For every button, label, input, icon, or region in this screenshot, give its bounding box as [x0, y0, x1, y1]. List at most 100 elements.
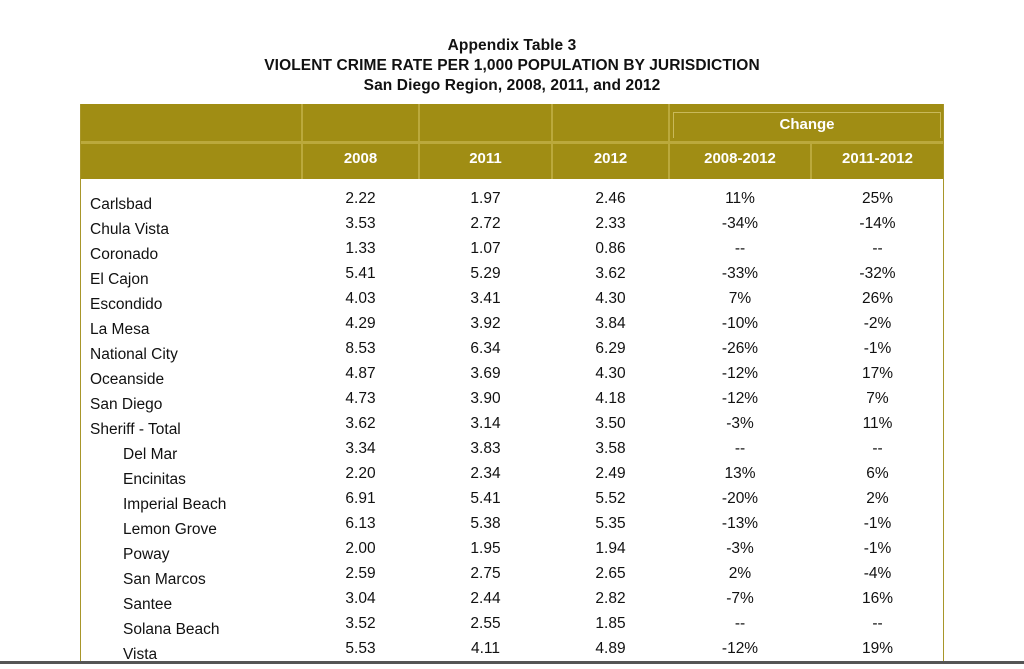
table-row: San Marcos 2.59 2.75 2.65 2% -4%: [81, 565, 943, 594]
cell-2011: 3.14: [470, 415, 501, 432]
cell-change-2008-2012: -34%: [721, 215, 759, 232]
table-row: National City 8.53 6.34 6.29 -26% -1%: [81, 340, 943, 369]
cell-change-2011-2012: --: [872, 440, 883, 457]
jurisdiction-name: Coronado: [90, 246, 159, 263]
cell-2008: 5.53: [345, 640, 376, 657]
table-row: Chula Vista 3.53 2.72 2.33 -34% -14%: [81, 215, 943, 244]
table-subtitle: San Diego Region, 2008, 2011, and 2012: [363, 77, 661, 94]
cell-2011: 3.69: [470, 365, 501, 382]
cell-2008: 5.41: [345, 265, 376, 282]
col-header-2012: 2012: [593, 150, 628, 167]
cell-change-2011-2012: -1%: [863, 340, 892, 357]
jurisdiction-name: Poway: [123, 546, 170, 563]
cell-2008: 4.29: [345, 315, 376, 332]
cell-2011: 2.55: [470, 615, 501, 632]
cell-2011: 2.34: [470, 465, 501, 482]
table-row: Solana Beach 3.52 2.55 1.85 -- --: [81, 615, 943, 644]
cell-2008: 3.34: [345, 440, 376, 457]
cell-change-2008-2012: --: [734, 440, 746, 457]
cell-change-2008-2012: --: [734, 240, 746, 257]
cell-2008: 1.33: [345, 240, 376, 257]
cell-2008: 6.91: [345, 490, 376, 507]
jurisdiction-name: Chula Vista: [90, 221, 169, 238]
cell-change-2008-2012: -13%: [721, 515, 759, 532]
cell-2008: 3.52: [345, 615, 376, 632]
cell-2008: 6.13: [345, 515, 376, 532]
cell-2008: 4.73: [345, 390, 376, 407]
cell-2012: 2.65: [595, 565, 626, 582]
table-row: Santee 3.04 2.44 2.82 -7% 16%: [81, 590, 943, 619]
cell-2012: 3.84: [595, 315, 626, 332]
cell-change-2008-2012: -3%: [726, 540, 754, 557]
table-row: Vista 5.53 4.11 4.89 -12% 19%: [81, 640, 943, 669]
table-header: Change 2008 2011 2012 2008-2012 2011-201…: [81, 104, 943, 179]
table-row: La Mesa 4.29 3.92 3.84 -10% -2%: [81, 315, 943, 344]
cell-change-2011-2012: 7%: [866, 390, 889, 407]
table-row: San Diego 4.73 3.90 4.18 -12% 7%: [81, 390, 943, 419]
table-row: Poway 2.00 1.95 1.94 -3% -1%: [81, 540, 943, 569]
cell-change-2008-2012: -3%: [726, 415, 754, 432]
table-row: Carlsbad 2.22 1.97 2.46 11% 25%: [81, 190, 943, 219]
cell-2008: 2.59: [345, 565, 376, 582]
change-group-box: [673, 112, 941, 138]
cell-2012: 4.89: [595, 640, 626, 657]
cell-2012: 4.18: [595, 390, 626, 407]
cell-change-2008-2012: -26%: [721, 340, 759, 357]
cell-2008: 4.03: [345, 290, 376, 307]
cell-2011: 2.75: [470, 565, 501, 582]
jurisdiction-name: Santee: [123, 596, 173, 613]
cell-2011: 1.07: [470, 240, 501, 257]
cell-2008: 8.53: [345, 340, 376, 357]
cell-change-2011-2012: 25%: [861, 190, 894, 207]
jurisdiction-name: Oceanside: [90, 371, 165, 388]
cell-change-2008-2012: -12%: [721, 390, 759, 407]
crime-rate-table: Change 2008 2011 2012 2008-2012 2011-201…: [80, 104, 944, 664]
cell-2008: 2.00: [345, 540, 376, 557]
cell-change-2008-2012: -10%: [721, 315, 759, 332]
jurisdiction-name: Carlsbad: [90, 196, 153, 213]
appendix-label: Appendix Table 3: [447, 37, 577, 54]
cell-2011: 6.34: [470, 340, 501, 357]
cell-change-2011-2012: 11%: [862, 415, 893, 432]
cell-2012: 3.62: [595, 265, 626, 282]
cell-2012: 4.30: [595, 290, 626, 307]
cell-change-2008-2012: -12%: [721, 640, 759, 657]
cell-2008: 2.22: [345, 190, 376, 207]
jurisdiction-name: Encinitas: [123, 471, 186, 488]
cell-2011: 5.41: [470, 490, 501, 507]
cell-change-2011-2012: --: [872, 615, 883, 632]
cell-2011: 2.44: [470, 590, 501, 607]
cell-change-2011-2012: 19%: [861, 640, 894, 657]
cell-2012: 1.94: [595, 540, 626, 557]
cell-2012: 3.50: [595, 415, 626, 432]
cell-change-2011-2012: -14%: [859, 215, 896, 232]
cell-2008: 3.53: [345, 215, 376, 232]
cell-2012: 2.46: [595, 190, 626, 207]
table-row: Encinitas 2.20 2.34 2.49 13% 6%: [81, 465, 943, 494]
cell-change-2008-2012: -12%: [721, 365, 759, 382]
cell-change-2008-2012: -33%: [721, 265, 759, 282]
cell-2011: 5.38: [470, 515, 501, 532]
col-header-2008-2012: 2008-2012: [704, 150, 776, 167]
cell-change-2008-2012: -20%: [721, 490, 759, 507]
table-row: Sheriff - Total 3.62 3.14 3.50 -3% 11%: [81, 415, 943, 444]
cell-2011: 3.92: [470, 315, 501, 332]
cell-2011: 3.41: [470, 290, 501, 307]
cell-2011: 4.11: [470, 640, 501, 657]
jurisdiction-name: Sheriff - Total: [90, 421, 181, 438]
cell-2008: 3.04: [345, 590, 376, 607]
jurisdiction-name: Vista: [123, 646, 158, 663]
cell-change-2011-2012: 16%: [861, 590, 894, 607]
cell-2012: 3.58: [595, 440, 626, 457]
cell-change-2008-2012: --: [734, 615, 746, 632]
cell-2012: 2.49: [595, 465, 626, 482]
cell-2011: 1.95: [470, 540, 501, 557]
cell-change-2011-2012: 6%: [866, 465, 889, 482]
cell-2011: 3.83: [470, 440, 501, 457]
cell-change-2011-2012: 17%: [861, 365, 894, 382]
table-row: Oceanside 4.87 3.69 4.30 -12% 17%: [81, 365, 943, 394]
cell-change-2011-2012: -1%: [863, 540, 892, 557]
header-divider: [810, 144, 812, 179]
cell-2012: 2.33: [595, 215, 626, 232]
col-header-2011-2012: 2011-2012: [842, 150, 913, 167]
